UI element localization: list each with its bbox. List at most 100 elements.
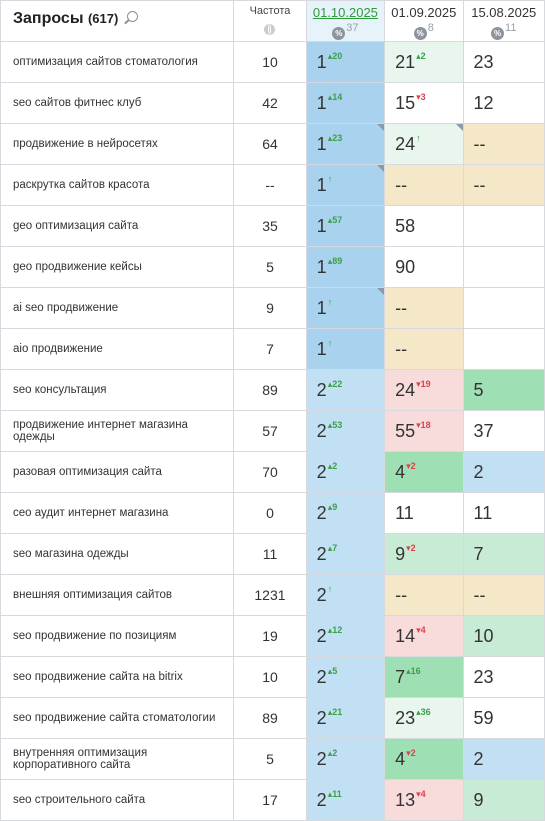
table-row[interactable]: seo продвижение сайта стоматологии 89 2▴21… <box>0 697 545 739</box>
position-cell[interactable]: 7 <box>462 533 545 575</box>
position-cell[interactable]: 90 <box>384 246 464 288</box>
query-text[interactable]: оптимизация сайтов стоматология <box>0 41 235 83</box>
query-text[interactable]: aio продвижение <box>0 328 235 370</box>
query-text[interactable]: продвижение в нейросетях <box>0 123 235 165</box>
table-row[interactable]: geo продвижение кейсы 5 1▴89 90 <box>0 246 545 288</box>
query-text[interactable]: ai seo продвижение <box>0 287 235 329</box>
position-cell[interactable]: -- <box>384 287 464 329</box>
position-cell[interactable]: 59 <box>462 697 545 739</box>
table-row[interactable]: seo сайтов фитнес клуб 42 1▴14 15▾3 12 <box>0 82 545 124</box>
position-cell[interactable]: 9▾2 <box>384 533 464 575</box>
position-cell[interactable]: 23 <box>462 656 545 698</box>
position-cell[interactable]: 2▴2 <box>305 738 386 780</box>
date-header-2[interactable]: 15.08.2025 % 11 <box>462 0 545 42</box>
query-text[interactable]: внешняя оптимизация сайтов <box>0 574 235 616</box>
query-text[interactable]: geo продвижение кейсы <box>0 246 235 288</box>
position-cell[interactable]: 1↑ <box>305 328 386 370</box>
position-cell[interactable]: 2▴12 <box>305 615 386 657</box>
position-cell[interactable]: -- <box>462 574 545 616</box>
position-cell[interactable] <box>462 328 545 370</box>
query-text[interactable]: seo строительного сайта <box>0 779 235 821</box>
frequency-header[interactable]: Частота <box>233 0 307 42</box>
position-cell[interactable]: 2▴9 <box>305 492 386 534</box>
position-cell[interactable]: 1▴57 <box>305 205 386 247</box>
position-cell[interactable]: 5 <box>462 369 545 411</box>
position-cell[interactable]: 1↑ <box>305 287 386 329</box>
table-row[interactable]: seo продвижение по позициям 19 2▴12 14▾4 10 <box>0 615 545 657</box>
position-cell[interactable]: 4▾2 <box>384 738 464 780</box>
date-link[interactable]: 01.10.2025 <box>312 5 378 20</box>
position-cell[interactable]: 1▴23 <box>305 123 386 165</box>
query-text[interactable]: seo консультация <box>0 369 235 411</box>
position-cell[interactable]: 2▴2 <box>305 451 386 493</box>
date-header-0[interactable]: 01.10.2025 % 37 <box>305 0 386 42</box>
position-cell[interactable]: 24↑ <box>384 123 464 165</box>
position-cell[interactable]: 1▴20 <box>305 41 386 83</box>
table-row[interactable]: продвижение в нейросетях 64 1▴23 24↑ -- <box>0 123 545 165</box>
table-row[interactable]: раскрутка сайтов красота -- 1↑ -- -- <box>0 164 545 206</box>
table-row[interactable]: seo строительного сайта 17 2▴11 13▾4 9 <box>0 779 545 821</box>
position-cell[interactable]: 7▴16 <box>384 656 464 698</box>
query-text[interactable]: seo магазина одежды <box>0 533 235 575</box>
search-icon[interactable] <box>126 11 138 22</box>
position-cell[interactable]: 2▴5 <box>305 656 386 698</box>
query-text[interactable]: раскрутка сайтов красота <box>0 164 235 206</box>
position-cell[interactable]: -- <box>384 328 464 370</box>
position-cell[interactable]: -- <box>462 123 545 165</box>
query-text[interactable]: seo сайтов фитнес клуб <box>0 82 235 124</box>
position-cell[interactable]: 2▴53 <box>305 410 386 452</box>
table-row[interactable]: сео аудит интернет магазина 0 2▴9 11 11 <box>0 492 545 534</box>
position-cell[interactable] <box>462 246 545 288</box>
position-cell[interactable]: 9 <box>462 779 545 821</box>
position-cell[interactable]: 37 <box>462 410 545 452</box>
query-text[interactable]: seo продвижение сайта стоматологии <box>0 697 235 739</box>
position-cell[interactable]: 2↑ <box>305 574 386 616</box>
position-cell[interactable]: 2 <box>462 738 545 780</box>
position-cell[interactable] <box>462 205 545 247</box>
table-row[interactable]: seo продвижение сайта на bitrix 10 2▴5 7▴16… <box>0 656 545 698</box>
position-cell[interactable]: 11 <box>462 492 545 534</box>
table-row[interactable]: aio продвижение 7 1↑ -- <box>0 328 545 370</box>
position-cell[interactable]: 12 <box>462 82 545 124</box>
position-cell[interactable]: 10 <box>462 615 545 657</box>
query-text[interactable]: внутренняя оптимизация корпоративного са… <box>0 738 235 780</box>
position-cell[interactable]: 15▾3 <box>384 82 464 124</box>
query-text[interactable]: seo продвижение по позициям <box>0 615 235 657</box>
position-cell[interactable]: 21▴2 <box>384 41 464 83</box>
table-row[interactable]: seo консультация 89 2▴22 24▾19 5 <box>0 369 545 411</box>
position-cell[interactable]: 13▾4 <box>384 779 464 821</box>
query-text[interactable]: seo продвижение сайта на bitrix <box>0 656 235 698</box>
table-row[interactable]: ai seo продвижение 9 1↑ -- <box>0 287 545 329</box>
position-cell[interactable]: 2 <box>462 451 545 493</box>
query-text[interactable]: разовая оптимизация сайта <box>0 451 235 493</box>
table-row[interactable]: seo магазина одежды 11 2▴7 9▾2 7 <box>0 533 545 575</box>
table-row[interactable]: разовая оптимизация сайта 70 2▴2 4▾2 2 <box>0 451 545 493</box>
query-text[interactable]: geo оптимизация сайта <box>0 205 235 247</box>
position-cell[interactable]: 2▴22 <box>305 369 386 411</box>
position-cell[interactable]: 2▴7 <box>305 533 386 575</box>
position-cell[interactable]: 4▾2 <box>384 451 464 493</box>
table-row[interactable]: geo оптимизация сайта 35 1▴57 58 <box>0 205 545 247</box>
position-cell[interactable]: 14▾4 <box>384 615 464 657</box>
position-cell[interactable]: 1▴14 <box>305 82 386 124</box>
position-cell[interactable]: 58 <box>384 205 464 247</box>
position-cell[interactable]: 23▴36 <box>384 697 464 739</box>
query-text[interactable]: сео аудит интернет магазина <box>0 492 235 534</box>
position-cell[interactable] <box>462 287 545 329</box>
table-row[interactable]: внешняя оптимизация сайтов 1231 2↑ -- -- <box>0 574 545 616</box>
position-cell[interactable]: 55▾18 <box>384 410 464 452</box>
position-cell[interactable]: 2▴11 <box>305 779 386 821</box>
table-row[interactable]: внутренняя оптимизация корпоративного са… <box>0 738 545 780</box>
globe-icon[interactable] <box>264 24 276 35</box>
position-cell[interactable]: -- <box>384 574 464 616</box>
position-cell[interactable]: -- <box>462 164 545 206</box>
position-cell[interactable]: 2▴21 <box>305 697 386 739</box>
position-cell[interactable]: 11 <box>384 492 464 534</box>
position-cell[interactable]: 23 <box>462 41 545 83</box>
queries-header[interactable]: Запросы (617) <box>0 0 235 42</box>
table-row[interactable]: оптимизация сайтов стоматология 10 1▴20 21▴… <box>0 41 545 83</box>
query-text[interactable]: продвижение интернет магазина одежды <box>0 410 235 452</box>
table-row[interactable]: продвижение интернет магазина одежды 57 2▴… <box>0 410 545 452</box>
position-cell[interactable]: 24▾19 <box>384 369 464 411</box>
position-cell[interactable]: 1↑ <box>305 164 386 206</box>
